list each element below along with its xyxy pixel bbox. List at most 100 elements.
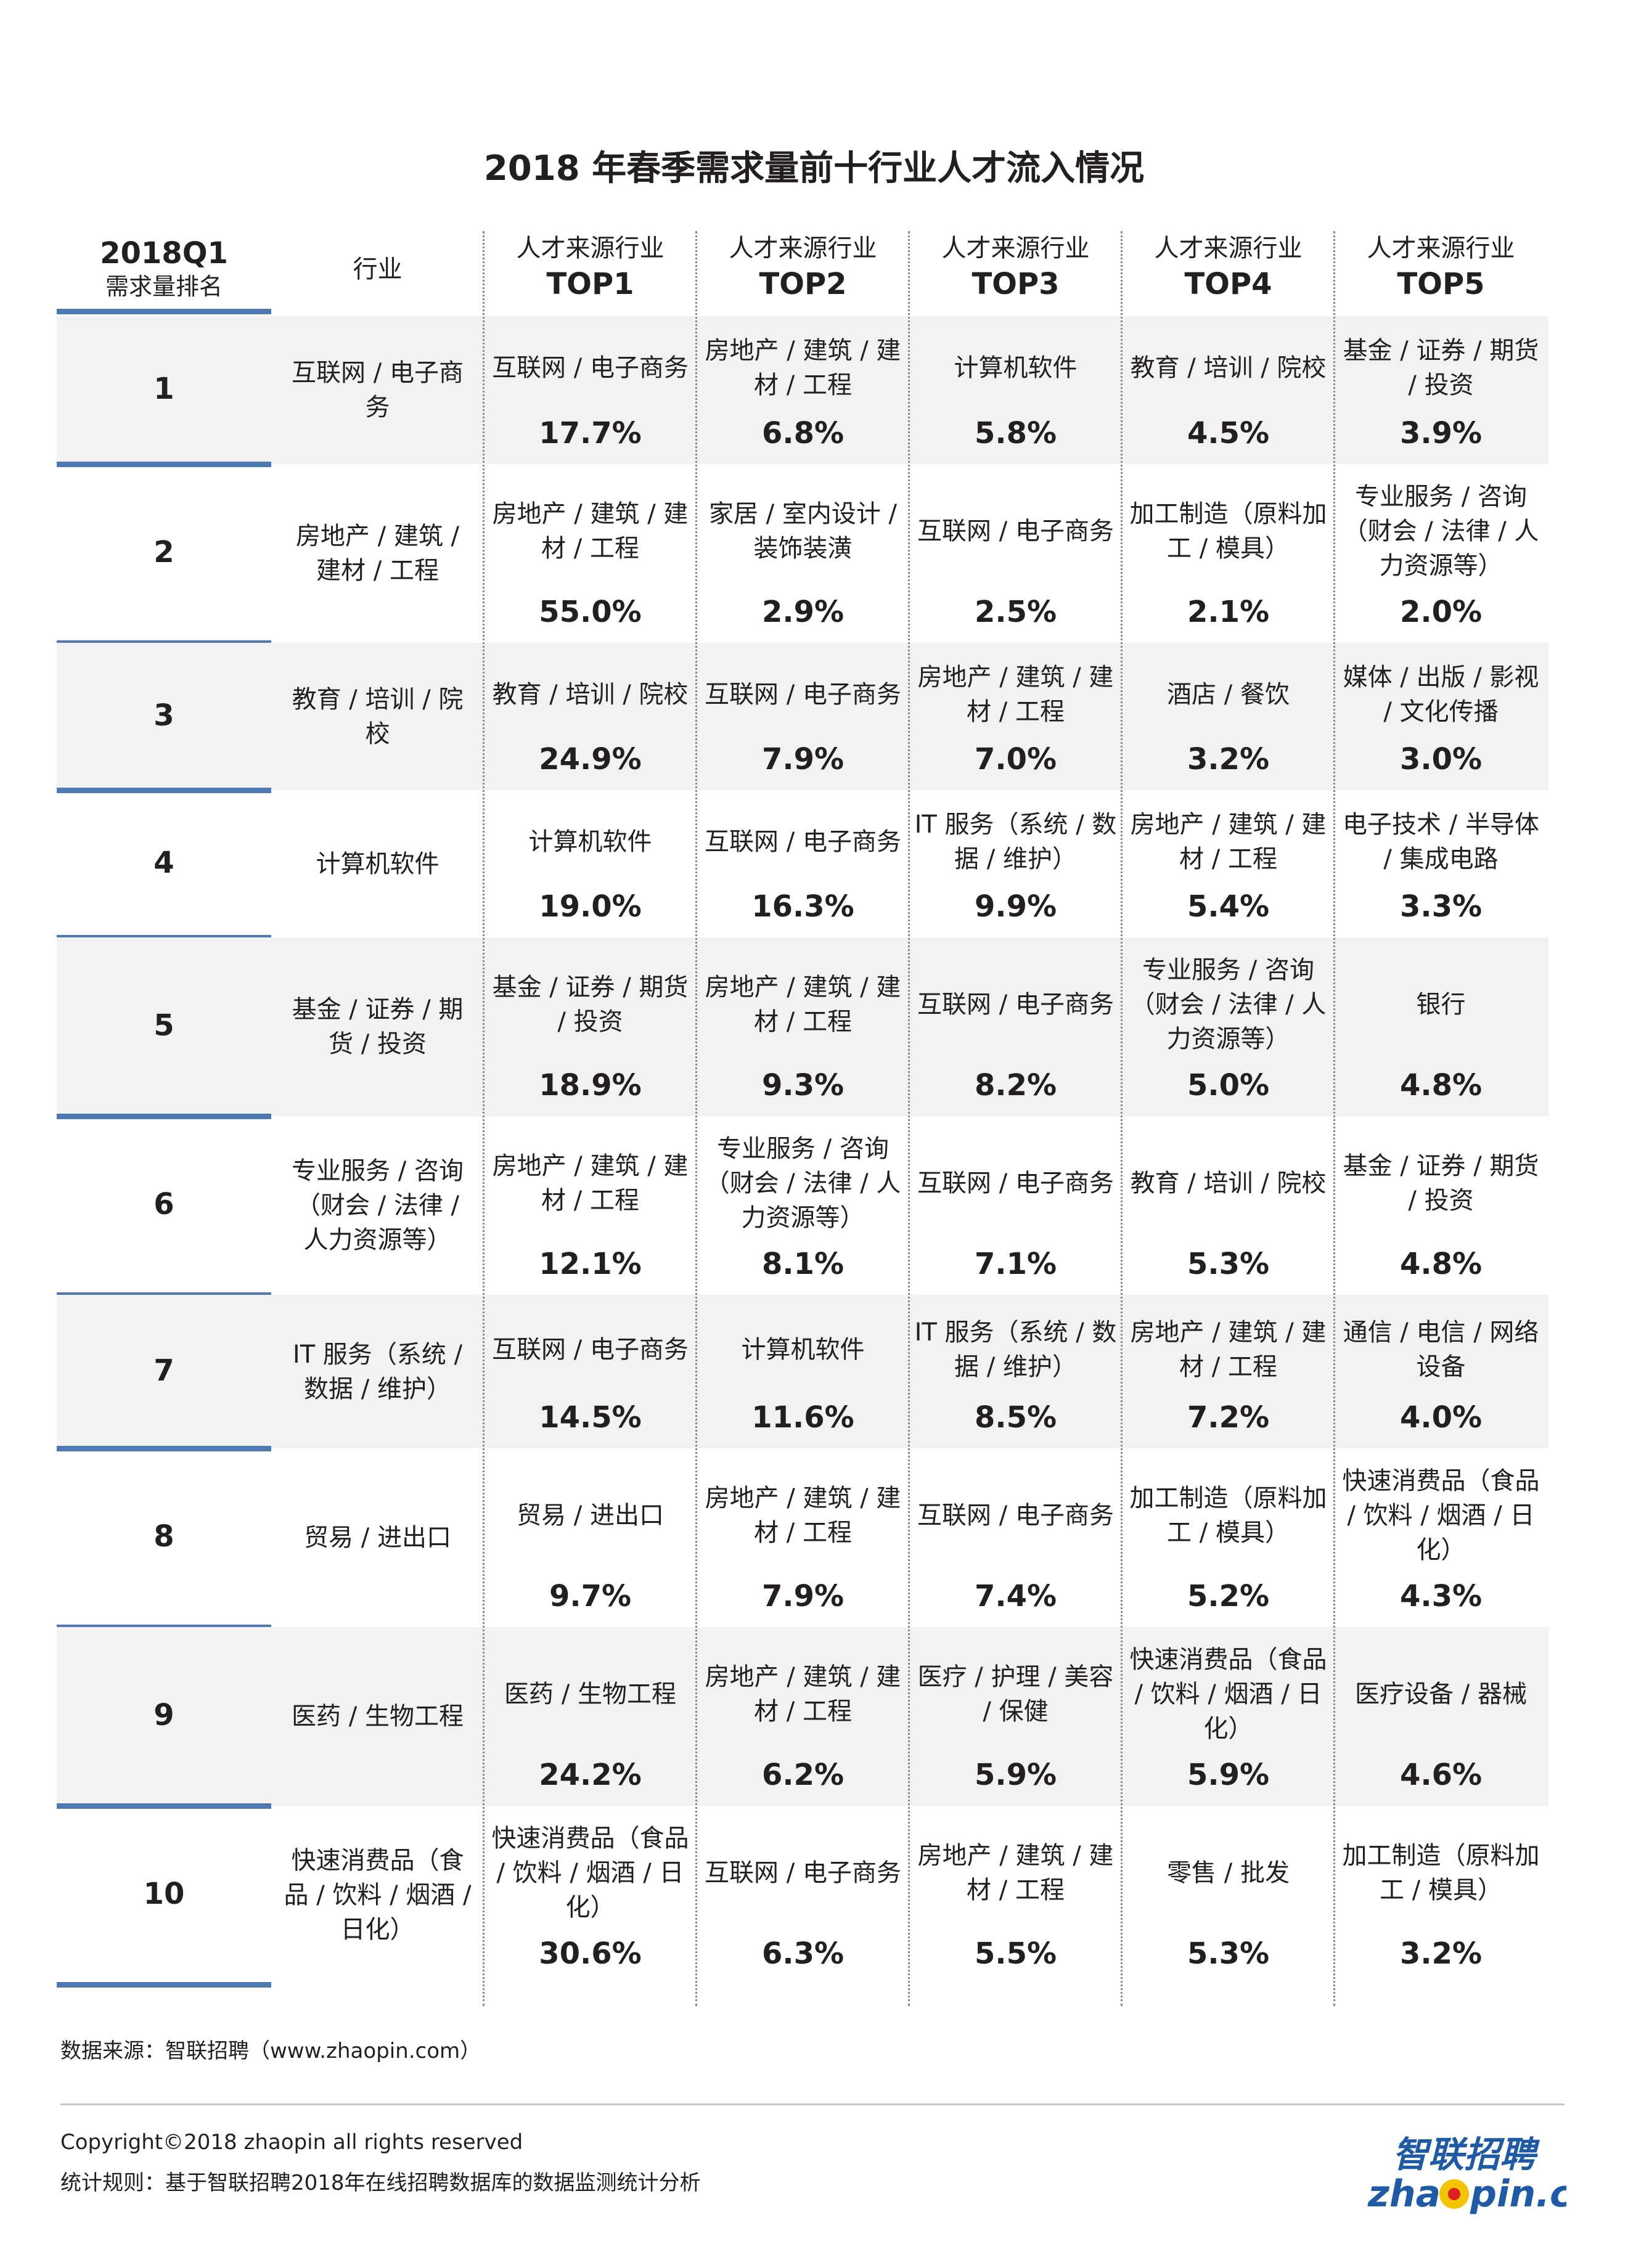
source-cell-top2: 家居 / 室内设计 / 装饰装潢: [697, 473, 909, 590]
row-background: [57, 1627, 1548, 1806]
source-percent-top5: 3.3%: [1399, 889, 1483, 924]
source-percent-top3: 5.8%: [974, 416, 1057, 451]
source-percent-top4: 5.9%: [1187, 1758, 1270, 1792]
header-top3: 人才来源行业 TOP3: [909, 231, 1122, 317]
source-percent-top2: 8.1%: [761, 1247, 845, 1281]
source-cell-top4: 专业服务 / 咨询（财会 / 法律 / 人力资源等）: [1122, 946, 1335, 1063]
source-cell-top1: 互联网 / 电子商务: [484, 1303, 697, 1395]
header-top2-label: TOP2: [759, 267, 847, 301]
source-industry: IT 服务（系统 / 数据 / 维护）: [914, 1318, 1117, 1381]
source-cell-top2: 互联网 / 电子商务: [697, 1814, 909, 1931]
source-industry: 互联网 / 电子商务: [917, 1501, 1114, 1530]
source-percent-top5: 3.9%: [1399, 416, 1483, 451]
source-cell-top2: 互联网 / 电子商务: [697, 651, 909, 737]
source-industry: 快速消费品（食品 / 饮料 / 烟酒 / 日化）: [1342, 1467, 1540, 1564]
source-percent-top3: 8.2%: [974, 1068, 1057, 1103]
header-top3-line1: 人才来源行业: [941, 234, 1090, 263]
source-industry: 快速消费品（食品 / 饮料 / 烟酒 / 日化）: [491, 1824, 689, 1922]
source-industry: 房地产 / 建筑 / 建材 / 工程: [917, 1842, 1114, 1904]
source-industry: 加工制造（原料加工 / 模具）: [1129, 500, 1327, 563]
source-percent-top1: 18.9%: [539, 1068, 642, 1103]
source-cell-top3: 互联网 / 电子商务: [909, 1457, 1122, 1574]
source-industry: 计算机软件: [954, 354, 1078, 382]
source-cell-top2: 互联网 / 电子商务: [697, 799, 909, 884]
source-cell-top5: 电子技术 / 半导体 / 集成电路: [1335, 799, 1547, 884]
header-top2: 人才来源行业 TOP2: [697, 231, 909, 317]
row-rank: 1: [153, 372, 174, 406]
source-cell-top1: 基金 / 证券 / 期货 / 投资: [484, 946, 697, 1063]
source-cell-top4: 房地产 / 建筑 / 建材 / 工程: [1122, 799, 1335, 884]
source-percent-top5: 4.6%: [1399, 1758, 1483, 1792]
source-percent-top2: 11.6%: [751, 1400, 854, 1435]
source-cell-top2: 专业服务 / 咨询（财会 / 法律 / 人力资源等）: [697, 1125, 909, 1242]
source-industry: 房地产 / 建筑 / 建材 / 工程: [705, 1484, 901, 1547]
talent-inflow-table: 2018Q1 需求量排名 行业 人才来源行业 TOP1 人才来源行业 TOP2 …: [57, 231, 1548, 2006]
row-industry: 基金 / 证券 / 期货 / 投资: [292, 995, 464, 1058]
row-industry-cell: 医药 / 生物工程: [271, 1639, 484, 1793]
source-percent-top4: 4.5%: [1187, 416, 1270, 451]
row-rank-bar: [57, 1114, 271, 1119]
svg-text:智联招聘: 智联招聘: [1393, 2134, 1540, 2176]
source-percent-top2: 6.3%: [761, 1936, 845, 1971]
row-industry-cell: 快速消费品（食品 / 饮料 / 烟酒 / 日化）: [271, 1818, 484, 1972]
header-industry: 行业: [271, 231, 484, 317]
source-percent-top3: 7.4%: [974, 1579, 1057, 1613]
source-cell-top5: 基金 / 证券 / 期货 / 投资: [1335, 325, 1547, 411]
source-industry: 互联网 / 电子商务: [705, 1859, 901, 1887]
footer-divider: [60, 2103, 1565, 2105]
source-cell-top3: 医疗 / 护理 / 美容 / 保健: [909, 1636, 1122, 1753]
row-industry-cell: 专业服务 / 咨询（财会 / 法律 / 人力资源等）: [271, 1128, 484, 1283]
source-industry: 互联网 / 电子商务: [705, 827, 901, 856]
source-industry: 电子技术 / 半导体 / 集成电路: [1343, 810, 1539, 873]
row-rank: 4: [153, 845, 174, 880]
source-percent-top4: 5.2%: [1187, 1579, 1270, 1613]
source-cell-top1: 快速消费品（食品 / 饮料 / 烟酒 / 日化）: [484, 1814, 697, 1931]
source-percent-top4: 2.1%: [1187, 595, 1270, 629]
zhaopin-logo: 智联招聘 zha pin.com: [1365, 2131, 1628, 2217]
source-percent-top3: 7.1%: [974, 1247, 1057, 1281]
source-cell-top1: 医药 / 生物工程: [484, 1636, 697, 1753]
row-industry: IT 服务（系统 / 数据 / 维护）: [292, 1340, 463, 1403]
source-percent-top2: 6.2%: [761, 1758, 845, 1792]
source-percent-top1: 30.6%: [539, 1936, 642, 1971]
row-rank-bar: [57, 1446, 271, 1451]
source-industry: 基金 / 证券 / 期货 / 投资: [492, 973, 689, 1036]
row-background: [57, 937, 1548, 1116]
source-cell-top1: 房地产 / 建筑 / 建材 / 工程: [484, 1125, 697, 1242]
header-industry-label: 行业: [353, 255, 403, 284]
header-top5: 人才来源行业 TOP5: [1335, 231, 1547, 317]
source-percent-top4: 7.2%: [1187, 1400, 1270, 1435]
row-industry: 房地产 / 建筑 / 建材 / 工程: [295, 522, 460, 585]
source-cell-top4: 教育 / 培训 / 院校: [1122, 1125, 1335, 1242]
source-cell-top4: 加工制造（原料加工 / 模具）: [1122, 1457, 1335, 1574]
source-industry: 教育 / 培训 / 院校: [1130, 1169, 1327, 1197]
source-industry: 通信 / 电信 / 网络设备: [1343, 1318, 1539, 1381]
source-industry: 房地产 / 建筑 / 建材 / 工程: [492, 1152, 689, 1215]
source-industry: 贸易 / 进出口: [517, 1501, 664, 1530]
page-title: 2018 年春季需求量前十行业人才流入情况: [483, 149, 1145, 189]
row-industry: 互联网 / 电子商务: [292, 359, 464, 422]
source-cell-top3: IT 服务（系统 / 数据 / 维护）: [909, 799, 1122, 884]
source-cell-top1: 互联网 / 电子商务: [484, 325, 697, 411]
header-rank-line1: 2018Q1: [100, 236, 228, 271]
header-top1-label: TOP1: [546, 267, 634, 301]
header-top1-line1: 人才来源行业: [516, 234, 665, 263]
row-rank-bar: [57, 1982, 271, 1988]
copyright: Copyright©2018 zhaopin all rights reserv…: [60, 2130, 523, 2155]
source-cell-top4: 加工制造（原料加工 / 模具）: [1122, 473, 1335, 590]
source-cell-top3: 互联网 / 电子商务: [909, 1125, 1122, 1242]
source-industry: 医药 / 生物工程: [504, 1680, 676, 1708]
row-rank: 2: [153, 535, 174, 569]
row-industry: 贸易 / 进出口: [304, 1524, 451, 1552]
source-industry: 互联网 / 电子商务: [917, 517, 1114, 545]
column-separator: [695, 231, 697, 2006]
row-rank: 8: [153, 1519, 174, 1554]
row-rank-bar: [57, 462, 271, 467]
source-industry: 房地产 / 建筑 / 建材 / 工程: [705, 1663, 901, 1726]
source-industry: 基金 / 证券 / 期货 / 投资: [1343, 337, 1539, 399]
source-percent-top2: 2.9%: [761, 595, 845, 629]
source-percent-top1: 12.1%: [539, 1247, 642, 1281]
row-industry: 教育 / 培训 / 院校: [292, 685, 464, 748]
row-industry: 医药 / 生物工程: [292, 1702, 464, 1731]
source-industry: 家居 / 室内设计 / 装饰装潢: [708, 500, 898, 563]
